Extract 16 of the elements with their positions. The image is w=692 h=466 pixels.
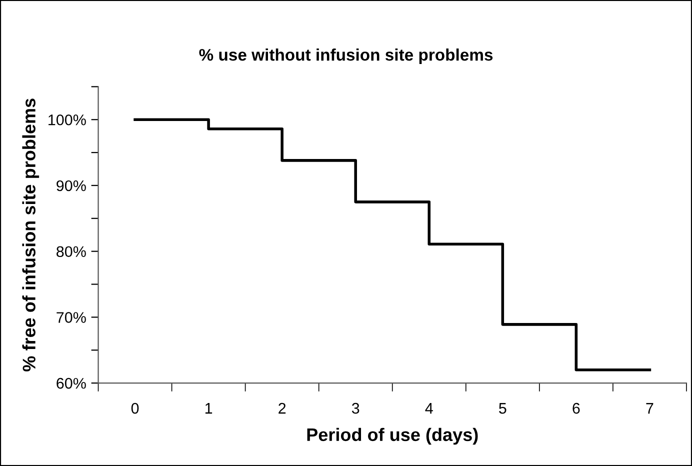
chart-title: % use without infusion site problems [199,48,493,64]
y-tick-label: 80% [56,246,86,258]
x-tick-label: 1 [205,403,212,414]
x-axis-title: Period of use (days) [307,428,478,445]
x-tick-label: 0 [131,402,139,414]
y-axis-title: % free of infusion site problems [22,98,40,372]
y-tick-label: 60% [56,378,86,389]
x-tick-label: 4 [425,403,433,414]
x-tick-label: 6 [572,402,580,414]
x-tick-label: 2 [278,402,286,414]
y-tick-label: 90% [56,180,86,192]
x-tick-label: 3 [352,402,360,414]
x-tick-label: 5 [499,403,506,414]
x-tick-label: 7 [646,403,654,414]
y-tick-label: 70% [56,312,86,323]
y-tick-label: 100% [48,114,86,126]
